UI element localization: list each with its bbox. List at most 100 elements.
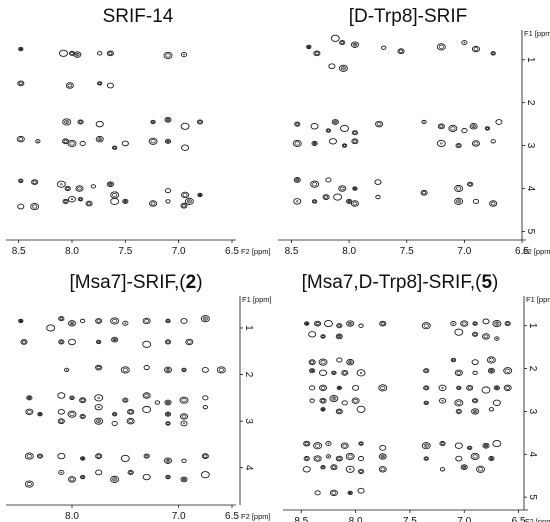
peak: [308, 359, 316, 366]
peak: [423, 368, 430, 374]
peak: [471, 45, 480, 53]
peak: [351, 138, 359, 145]
peak: [164, 339, 172, 345]
peak: [436, 43, 446, 51]
peak: [489, 200, 498, 207]
peak: [57, 408, 65, 415]
peak: [95, 120, 104, 128]
peak: [472, 198, 480, 204]
y-tick-label: 3: [525, 143, 536, 149]
peak: [122, 320, 129, 326]
peak: [313, 455, 322, 462]
peak: [335, 408, 343, 415]
peak: [85, 200, 93, 207]
peak: [79, 413, 86, 419]
peak: [95, 135, 104, 143]
peak: [112, 145, 118, 150]
peak: [311, 140, 318, 146]
peak: [421, 442, 431, 450]
peak: [336, 323, 343, 329]
peak: [423, 456, 429, 461]
peak: [181, 191, 190, 199]
y-axis-label: F1 [ppm]: [524, 29, 550, 38]
peak: [357, 468, 365, 474]
peak: [79, 140, 86, 146]
peak: [356, 369, 366, 377]
peak: [437, 123, 445, 130]
peak: [325, 128, 332, 133]
peak: [495, 119, 503, 125]
peak: [56, 180, 66, 188]
peak: [461, 128, 468, 134]
peak: [95, 469, 103, 476]
peak: [67, 338, 76, 346]
peak: [335, 455, 343, 462]
peak: [77, 119, 84, 125]
peak: [423, 400, 429, 406]
peak: [454, 197, 464, 205]
peak: [127, 469, 134, 475]
peak: [352, 384, 360, 391]
y-tick-label: 1: [525, 57, 536, 63]
peak: [64, 185, 71, 192]
peak: [180, 122, 190, 130]
peak: [314, 490, 321, 496]
peak: [17, 203, 25, 210]
peak: [30, 202, 40, 211]
peak: [110, 317, 120, 325]
peak: [122, 198, 129, 204]
peak: [319, 397, 327, 404]
x-tick-label: 8.0: [65, 511, 79, 522]
y-tick-label: 4: [525, 186, 536, 192]
x-axis: 8.0 7.0 6.5 F2 [ppm]: [6, 504, 271, 522]
peak: [338, 185, 347, 192]
peak: [112, 411, 118, 417]
peak: [454, 328, 464, 336]
peak: [17, 80, 25, 87]
peak: [120, 454, 130, 462]
x-tick-label: 7.5: [400, 246, 414, 257]
title-part: [Msa7]-SRIF,(: [69, 272, 186, 293]
peak: [200, 315, 210, 323]
peak: [351, 397, 360, 404]
peak: [331, 370, 337, 376]
peak: [346, 358, 355, 366]
peak: [154, 400, 160, 405]
peak: [466, 384, 474, 391]
peak: [80, 456, 86, 461]
peak: [293, 198, 302, 205]
peak: [106, 82, 114, 89]
peak: [303, 456, 310, 462]
peak: [16, 135, 25, 143]
peak: [314, 320, 322, 327]
peak: [163, 366, 172, 374]
title-part: ): [492, 272, 498, 293]
peak: [320, 334, 326, 339]
peak: [313, 50, 321, 57]
peak: [340, 124, 349, 132]
peak: [450, 357, 457, 363]
peak: [374, 179, 382, 185]
x-tick-label: 7.5: [403, 516, 417, 522]
peak: [319, 369, 328, 377]
peak: [454, 442, 463, 449]
peak: [202, 395, 209, 401]
peak: [57, 452, 66, 460]
y-tick-label: 2: [243, 372, 254, 378]
peak: [341, 369, 349, 376]
peak: [59, 49, 68, 57]
peak: [333, 193, 343, 201]
peak: [57, 392, 66, 399]
peak: [68, 50, 76, 56]
peak: [164, 116, 172, 123]
peak: [293, 177, 301, 183]
title-compound-number: 2: [186, 272, 197, 293]
peak: [318, 358, 328, 366]
peak: [164, 399, 172, 406]
peak: [165, 199, 171, 204]
x-tick-label: 7.0: [457, 246, 471, 257]
peak: [490, 139, 496, 144]
peak: [352, 186, 358, 191]
peak: [490, 51, 496, 56]
